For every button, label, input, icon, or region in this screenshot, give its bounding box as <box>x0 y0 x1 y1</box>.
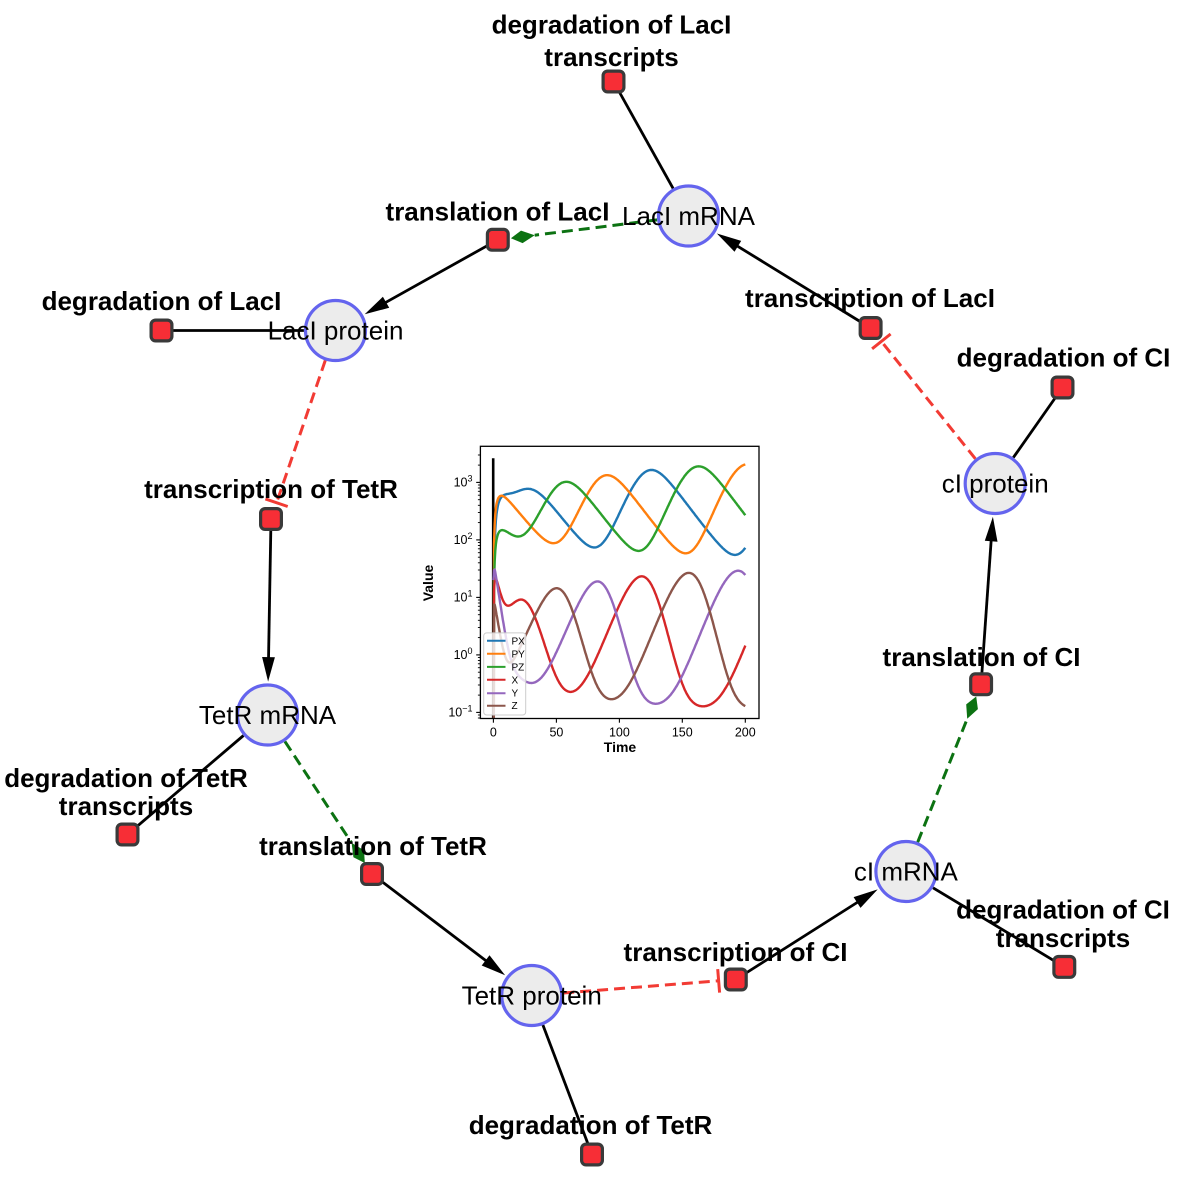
svg-text:degradation of LacI: degradation of LacI <box>492 10 732 40</box>
svg-text:transcripts: transcripts <box>544 42 678 72</box>
svg-text:Z: Z <box>512 701 518 712</box>
svg-text:Time: Time <box>604 739 637 755</box>
svg-text:PY: PY <box>512 649 526 660</box>
svg-text:degradation of TetR: degradation of TetR <box>469 1110 713 1140</box>
svg-text:transcripts: transcripts <box>59 791 193 821</box>
svg-text:degradation of TetR: degradation of TetR <box>4 763 248 793</box>
svg-text:LacI mRNA: LacI mRNA <box>622 201 756 231</box>
svg-text:PX: PX <box>512 636 526 647</box>
svg-text:150: 150 <box>672 726 693 740</box>
svg-text:200: 200 <box>735 726 756 740</box>
svg-text:degradation of CI: degradation of CI <box>956 895 1170 925</box>
svg-text:Value: Value <box>420 565 436 602</box>
svg-text:PZ: PZ <box>512 662 525 673</box>
svg-text:Y: Y <box>512 689 519 700</box>
svg-text:TetR mRNA: TetR mRNA <box>199 700 337 730</box>
svg-text:transcripts: transcripts <box>996 923 1130 953</box>
svg-text:translation of TetR: translation of TetR <box>259 831 487 861</box>
svg-text:degradation of CI: degradation of CI <box>957 343 1171 373</box>
svg-text:LacI protein: LacI protein <box>268 316 404 346</box>
svg-text:100: 100 <box>454 646 473 662</box>
svg-text:101: 101 <box>454 588 473 604</box>
svg-text:cI protein: cI protein <box>942 469 1049 499</box>
svg-text:transcription of CI: transcription of CI <box>624 937 848 967</box>
svg-text:transcription of TetR: transcription of TetR <box>144 474 398 504</box>
svg-text:X: X <box>512 675 519 686</box>
svg-text:transcription of LacI: transcription of LacI <box>745 283 995 313</box>
svg-text:0: 0 <box>490 726 497 740</box>
svg-text:TetR protein: TetR protein <box>462 981 602 1011</box>
svg-text:103: 103 <box>454 473 473 489</box>
svg-text:translation of CI: translation of CI <box>883 642 1081 672</box>
svg-text:translation of LacI: translation of LacI <box>386 197 610 227</box>
svg-text:10−1: 10−1 <box>448 703 472 719</box>
svg-text:cI mRNA: cI mRNA <box>854 857 959 887</box>
svg-text:100: 100 <box>609 726 630 740</box>
svg-text:102: 102 <box>454 531 473 547</box>
svg-text:degradation of LacI: degradation of LacI <box>42 286 282 316</box>
svg-text:50: 50 <box>549 726 563 740</box>
